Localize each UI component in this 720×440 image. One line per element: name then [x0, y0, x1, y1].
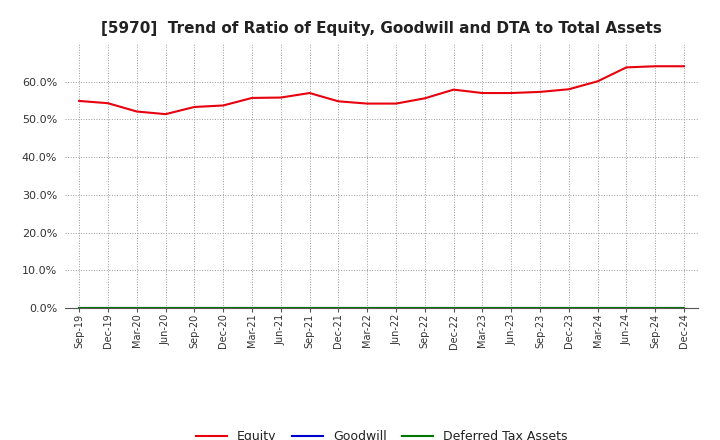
Goodwill [593, 305, 602, 311]
Goodwill [161, 305, 170, 311]
Goodwill [104, 305, 112, 311]
Equity [680, 64, 688, 69]
Goodwill [507, 305, 516, 311]
Deferred Tax Assets [305, 305, 314, 311]
Title: [5970]  Trend of Ratio of Equity, Goodwill and DTA to Total Assets: [5970] Trend of Ratio of Equity, Goodwil… [102, 21, 662, 36]
Deferred Tax Assets [507, 305, 516, 311]
Equity [363, 101, 372, 106]
Goodwill [622, 305, 631, 311]
Equity [449, 87, 458, 92]
Equity [104, 101, 112, 106]
Deferred Tax Assets [363, 305, 372, 311]
Deferred Tax Assets [219, 305, 228, 311]
Deferred Tax Assets [161, 305, 170, 311]
Equity [305, 90, 314, 95]
Deferred Tax Assets [420, 305, 429, 311]
Deferred Tax Assets [449, 305, 458, 311]
Equity [593, 79, 602, 84]
Legend: Equity, Goodwill, Deferred Tax Assets: Equity, Goodwill, Deferred Tax Assets [191, 425, 572, 440]
Equity [334, 99, 343, 104]
Equity [478, 90, 487, 95]
Deferred Tax Assets [190, 305, 199, 311]
Equity [190, 104, 199, 110]
Equity [248, 95, 256, 101]
Goodwill [219, 305, 228, 311]
Deferred Tax Assets [75, 305, 84, 311]
Goodwill [536, 305, 544, 311]
Equity [392, 101, 400, 106]
Goodwill [680, 305, 688, 311]
Equity [161, 111, 170, 117]
Deferred Tax Assets [593, 305, 602, 311]
Equity [75, 98, 84, 103]
Goodwill [363, 305, 372, 311]
Goodwill [449, 305, 458, 311]
Goodwill [420, 305, 429, 311]
Deferred Tax Assets [478, 305, 487, 311]
Deferred Tax Assets [392, 305, 400, 311]
Deferred Tax Assets [276, 305, 285, 311]
Goodwill [478, 305, 487, 311]
Deferred Tax Assets [680, 305, 688, 311]
Deferred Tax Assets [622, 305, 631, 311]
Equity [564, 87, 573, 92]
Goodwill [305, 305, 314, 311]
Equity [651, 64, 660, 69]
Equity [132, 109, 141, 114]
Deferred Tax Assets [248, 305, 256, 311]
Goodwill [392, 305, 400, 311]
Deferred Tax Assets [564, 305, 573, 311]
Goodwill [564, 305, 573, 311]
Equity [507, 90, 516, 95]
Equity [276, 95, 285, 100]
Goodwill [132, 305, 141, 311]
Goodwill [190, 305, 199, 311]
Goodwill [334, 305, 343, 311]
Equity [536, 89, 544, 95]
Goodwill [248, 305, 256, 311]
Equity [420, 95, 429, 101]
Equity [219, 103, 228, 108]
Equity [622, 65, 631, 70]
Deferred Tax Assets [651, 305, 660, 311]
Goodwill [651, 305, 660, 311]
Deferred Tax Assets [104, 305, 112, 311]
Deferred Tax Assets [132, 305, 141, 311]
Goodwill [75, 305, 84, 311]
Goodwill [276, 305, 285, 311]
Deferred Tax Assets [334, 305, 343, 311]
Deferred Tax Assets [536, 305, 544, 311]
Line: Equity: Equity [79, 66, 684, 114]
